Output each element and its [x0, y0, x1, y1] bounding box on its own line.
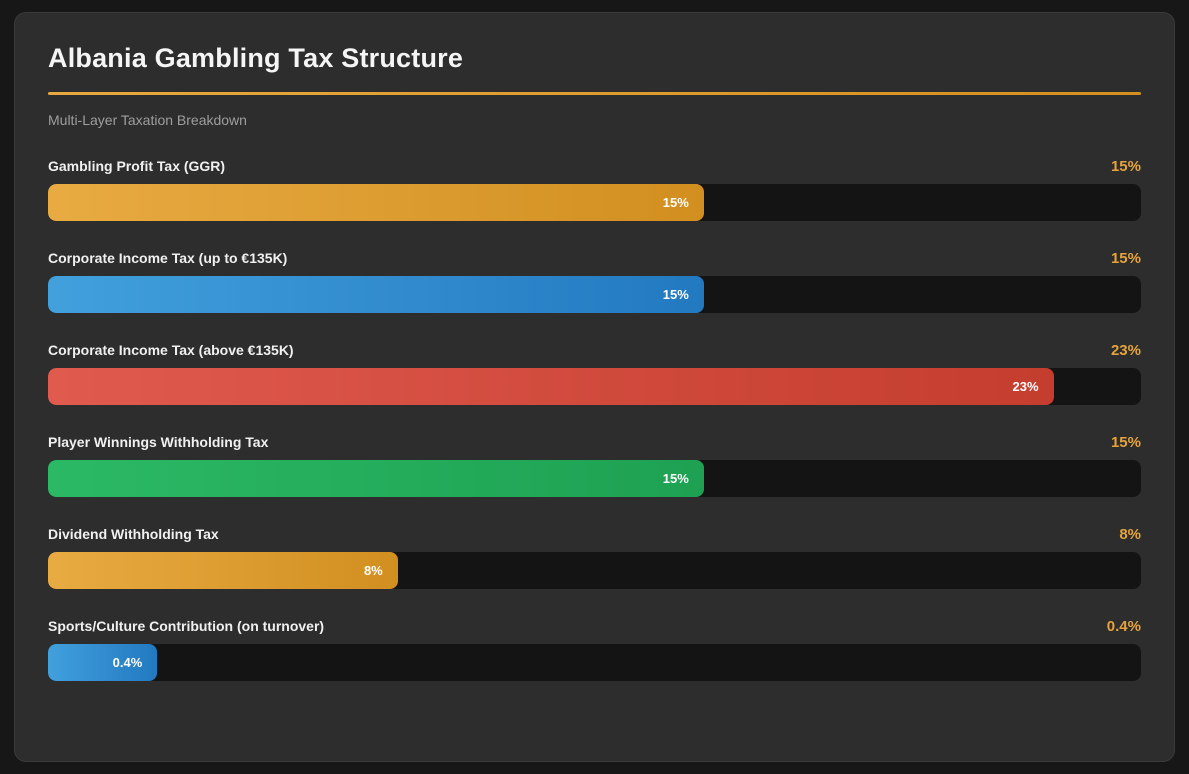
bar-fill: 23%	[48, 368, 1054, 405]
bar-track: 15%	[48, 184, 1141, 221]
bar-track: 15%	[48, 276, 1141, 313]
bar-fill-label: 15%	[662, 287, 689, 302]
tax-label: Corporate Income Tax (above €135K)	[48, 342, 294, 358]
bar-fill-label: 15%	[662, 195, 689, 210]
tax-label: Corporate Income Tax (up to €135K)	[48, 250, 288, 266]
tax-row: Player Winnings Withholding Tax 15% 15%	[48, 434, 1141, 497]
bar-track: 0.4%	[48, 644, 1141, 681]
tax-value: 8%	[1119, 526, 1141, 543]
chart-card: Albania Gambling Tax Structure Multi-Lay…	[14, 12, 1175, 762]
tax-label: Dividend Withholding Tax	[48, 526, 219, 542]
tax-row-header: Player Winnings Withholding Tax 15%	[48, 434, 1141, 451]
tax-row: Corporate Income Tax (above €135K) 23% 2…	[48, 342, 1141, 405]
title-divider	[48, 92, 1141, 95]
bar-fill-label: 8%	[363, 563, 383, 578]
bar-chart: Gambling Profit Tax (GGR) 15% 15% Corpor…	[48, 158, 1141, 681]
bar-fill-label: 15%	[662, 471, 689, 486]
bar-track: 15%	[48, 460, 1141, 497]
tax-row-header: Sports/Culture Contribution (on turnover…	[48, 618, 1141, 635]
tax-value: 15%	[1110, 250, 1141, 267]
tax-row-header: Corporate Income Tax (above €135K) 23%	[48, 342, 1141, 359]
tax-row-header: Gambling Profit Tax (GGR) 15%	[48, 158, 1141, 175]
tax-label: Gambling Profit Tax (GGR)	[48, 158, 226, 174]
tax-value: 0.4%	[1106, 618, 1141, 635]
bar-fill: 0.4%	[48, 644, 158, 681]
tax-row: Gambling Profit Tax (GGR) 15% 15%	[48, 158, 1141, 221]
tax-row: Sports/Culture Contribution (on turnover…	[48, 618, 1141, 681]
tax-row: Dividend Withholding Tax 8% 8%	[48, 526, 1141, 589]
tax-value: 23%	[1110, 342, 1141, 359]
bar-track: 8%	[48, 552, 1141, 589]
bar-fill: 15%	[48, 460, 704, 497]
bar-fill: 15%	[48, 184, 704, 221]
bar-fill-label: 23%	[1012, 379, 1039, 394]
tax-value: 15%	[1110, 158, 1141, 175]
tax-row-header: Dividend Withholding Tax 8%	[48, 526, 1141, 543]
page-title: Albania Gambling Tax Structure	[48, 43, 464, 73]
bar-fill: 8%	[48, 552, 398, 589]
tax-label: Sports/Culture Contribution (on turnover…	[48, 618, 325, 634]
tax-label: Player Winnings Withholding Tax	[48, 434, 269, 450]
bar-fill-label: 0.4%	[112, 655, 143, 670]
tax-value: 15%	[1110, 434, 1141, 451]
tax-row: Corporate Income Tax (up to €135K) 15% 1…	[48, 250, 1141, 313]
bar-fill: 15%	[48, 276, 704, 313]
chart-subtitle: Multi-Layer Taxation Breakdown	[48, 112, 247, 128]
tax-row-header: Corporate Income Tax (up to €135K) 15%	[48, 250, 1141, 267]
bar-track: 23%	[48, 368, 1141, 405]
